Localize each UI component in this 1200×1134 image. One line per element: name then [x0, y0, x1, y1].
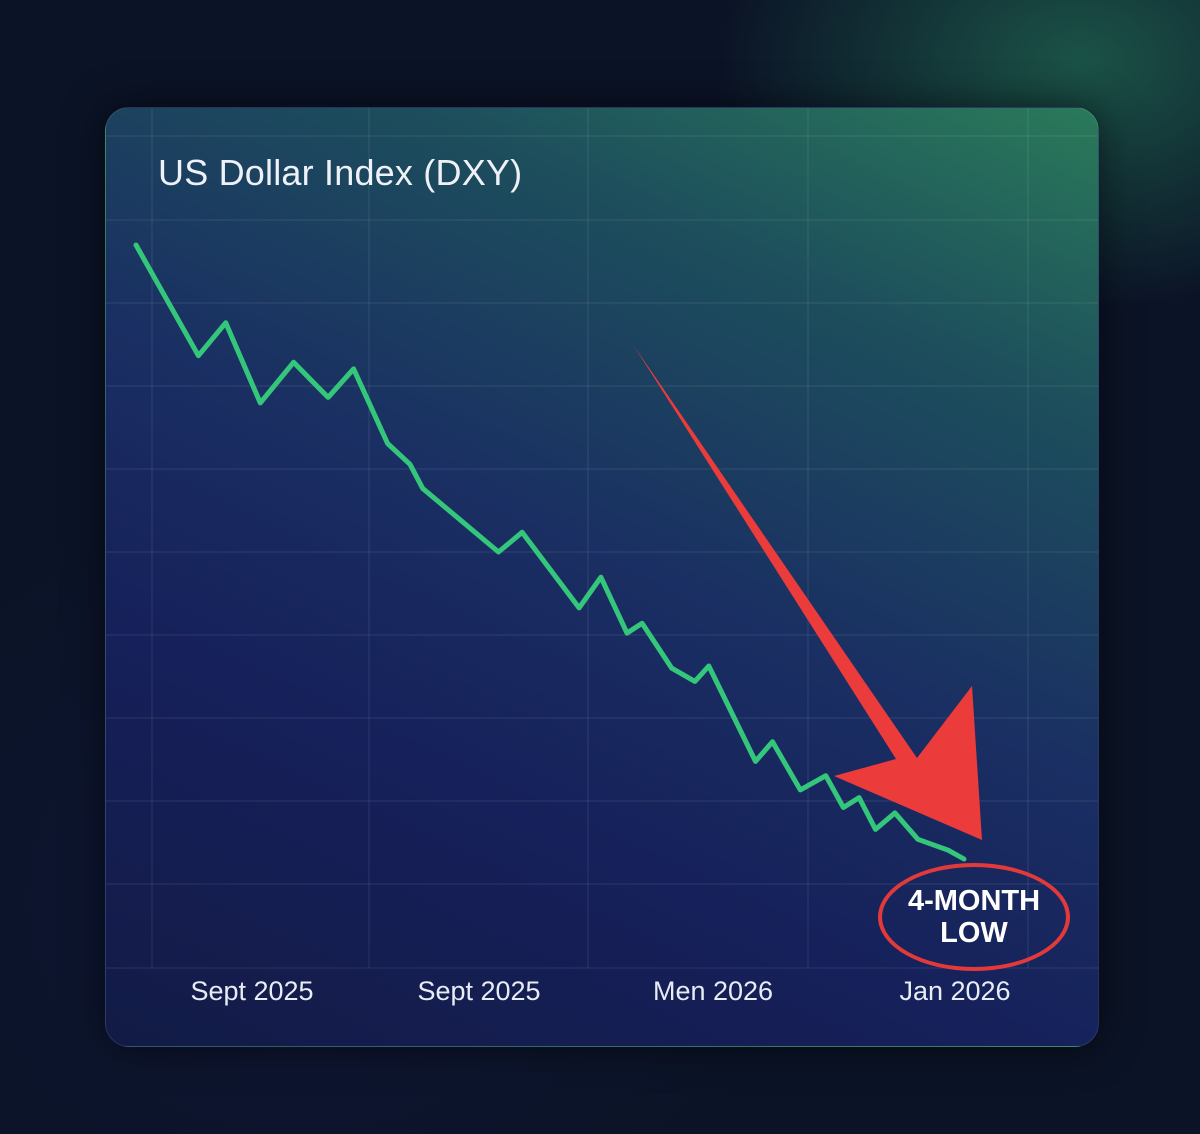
chart-plot: [106, 108, 1098, 969]
callout-line-2: LOW: [940, 917, 1008, 949]
four-month-low-callout: 4-MONTH LOW: [878, 863, 1070, 971]
x-tick-label: Sept 2025: [417, 976, 541, 1006]
chart-card: US Dollar Index (DXY) Sept 2025 Sept 202…: [105, 107, 1099, 1047]
chart-title: US Dollar Index (DXY): [158, 152, 523, 193]
down-arrow-icon: [634, 346, 982, 840]
x-tick-label: Men 2026: [652, 976, 774, 1006]
x-tick-label: Jan 2026: [899, 976, 1011, 1006]
x-tick-label: Sept 2025: [190, 976, 314, 1006]
series-line-dxy: [133, 242, 967, 862]
gridlines: [106, 108, 1098, 969]
callout-line-1: 4-MONTH: [907, 885, 1041, 917]
